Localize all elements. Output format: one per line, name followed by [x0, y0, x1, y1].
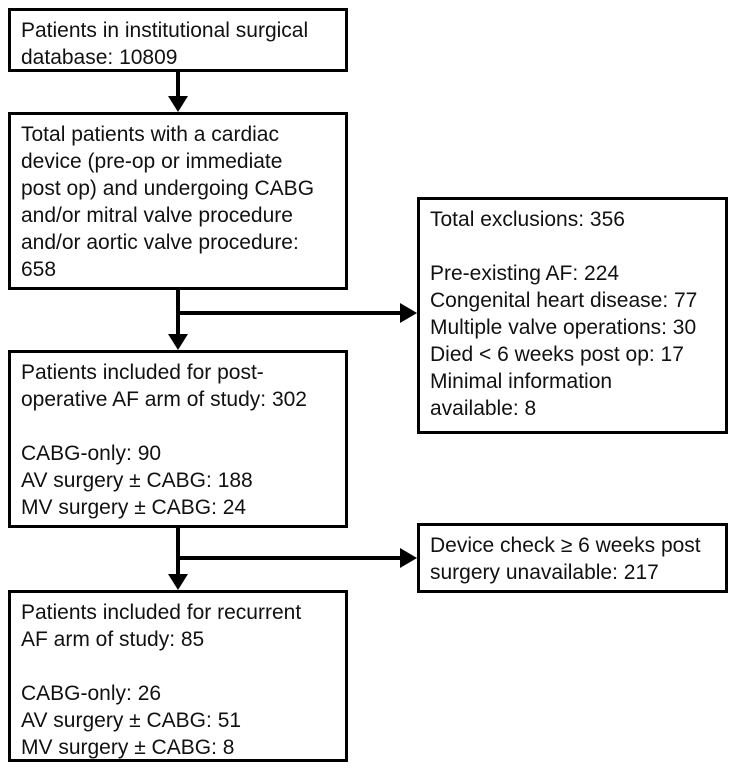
box-text-line: Pre-existing AF: 224 [430, 262, 620, 285]
box-text-line: and/or aortic valve procedure: [21, 231, 299, 254]
connector-branch-to-device-check-line [176, 556, 402, 560]
box-text-line [21, 653, 335, 680]
box-text-line: CABG-only: 90 [21, 442, 162, 465]
box-text-line: Minimal information [430, 370, 613, 393]
flow-box-postop-af-arm: Patients included for post-operative AF … [8, 350, 348, 528]
box-text-line [21, 413, 335, 440]
flow-box-cardiac-device-patients: Total patients with a cardiac device (pre… [8, 112, 348, 290]
box-text-line: Congenital heart disease: 77 [430, 289, 698, 312]
box-text-line: AV surgery ± CABG: 51 [21, 709, 242, 732]
connector-db-to-device-line [176, 72, 180, 98]
box-text-line: Multiple valve operations: 30 [430, 316, 697, 339]
flow-box-surgical-database: Patients in institutional surgical databa… [8, 8, 348, 72]
box-text-line: MV surgery ± CABG: 8 [21, 736, 235, 759]
connector-branch-to-exclusions-line [176, 311, 402, 315]
box-text-line: 658 [21, 258, 57, 281]
box-text-line: AV surgery ± CABG: 188 [21, 469, 253, 492]
connector-postop-to-recurrent-line [176, 528, 180, 576]
arrowhead-down-3-icon [168, 574, 188, 590]
flow-box-exclusions: Total exclusions: 356 Pre-existing AF: 22… [417, 197, 728, 434]
box-text-line: and/or mitral valve procedure [21, 204, 293, 227]
box-text-line: Total patients with a cardiac [21, 123, 279, 146]
box-text-line: Patients in institutional surgical [21, 19, 309, 42]
arrowhead-down-2-icon [168, 334, 188, 350]
box-text-line: CABG-only: 26 [21, 682, 162, 705]
box-text-line: device (pre-op or immediate [21, 150, 283, 173]
box-text-line: database: 10809 [21, 46, 178, 69]
box-text-line: available: 8 [430, 397, 537, 420]
box-text-line [430, 233, 715, 260]
arrowhead-down-1-icon [168, 96, 188, 112]
box-text-line: MV surgery ± CABG: 24 [21, 496, 247, 519]
box-text-line: surgery unavailable: 217 [430, 561, 659, 584]
box-text-line: Patients included for post- [21, 361, 264, 384]
arrowhead-right-2-icon [400, 548, 417, 568]
box-text-line: Patients included for recurrent [21, 601, 302, 624]
box-text-line: Total exclusions: 356 [430, 208, 625, 231]
box-text-line: post op) and undergoing CABG [21, 177, 315, 200]
arrowhead-right-1-icon [400, 303, 417, 323]
box-text-line: operative AF arm of study: 302 [21, 388, 307, 411]
flow-box-device-check-unavailable: Device check ≥ 6 weeks post surgery unava… [417, 523, 728, 593]
box-text-line: AF arm of study: 85 [21, 628, 205, 651]
box-text-line: Device check ≥ 6 weeks post [430, 534, 701, 557]
box-text-line: Died < 6 weeks post op: 17 [430, 343, 684, 366]
flow-box-recurrent-af-arm: Patients included for recurrent AF arm of… [8, 590, 348, 762]
